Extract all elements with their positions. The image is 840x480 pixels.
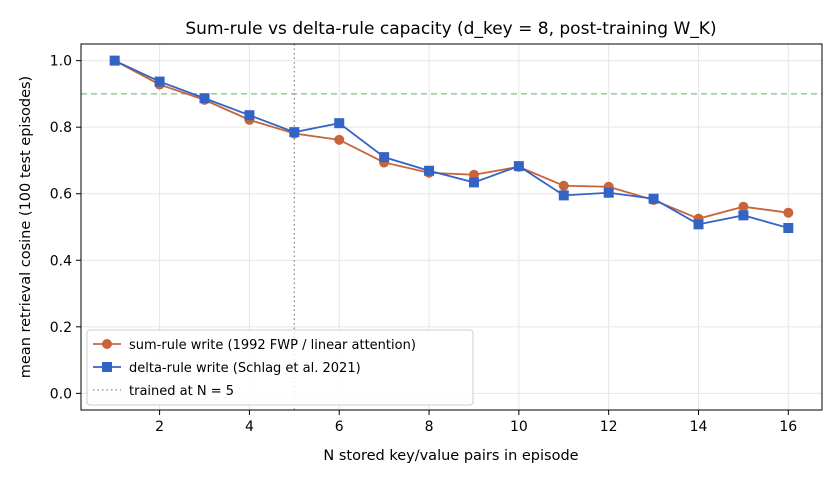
series-line xyxy=(114,59,789,229)
legend-entry: sum-rule write (1992 FWP / linear attent… xyxy=(93,338,416,353)
y-tick-label: 0.6 xyxy=(50,187,72,203)
data-point xyxy=(199,93,210,104)
series-layer xyxy=(109,55,794,233)
data-point xyxy=(738,201,749,212)
data-point xyxy=(603,187,614,198)
data-point xyxy=(289,127,300,138)
y-tick-label: 1.0 xyxy=(50,54,72,70)
data-point xyxy=(558,190,569,201)
series-line xyxy=(114,59,789,220)
data-point xyxy=(558,180,569,191)
y-axis-label: mean retrieval cosine (100 test episodes… xyxy=(18,76,34,378)
x-tick-label: 4 xyxy=(245,419,254,435)
y-tick-label: 0.8 xyxy=(50,120,72,136)
legend-entry: trained at N = 5 xyxy=(93,384,234,399)
data-point xyxy=(468,169,479,180)
legend-entry: delta-rule write (Schlag et al. 2021) xyxy=(93,361,361,376)
x-tick-label: 16 xyxy=(779,419,797,435)
data-point xyxy=(648,193,659,204)
x-tick-label: 14 xyxy=(690,419,708,435)
x-tick-label: 10 xyxy=(510,419,528,435)
chart-title: Sum-rule vs delta-rule capacity (d_key =… xyxy=(185,19,716,39)
data-point xyxy=(379,152,390,163)
data-point xyxy=(244,110,255,121)
legend-label: trained at N = 5 xyxy=(129,384,234,399)
data-point xyxy=(334,118,345,129)
x-tick-label: 6 xyxy=(335,419,344,435)
legend-label: delta-rule write (Schlag et al. 2021) xyxy=(129,361,361,376)
legend-marker xyxy=(102,362,112,372)
y-tick-label: 0.4 xyxy=(50,253,72,269)
data-point xyxy=(783,207,794,218)
x-axis-label: N stored key/value pairs in episode xyxy=(323,448,578,464)
data-point xyxy=(334,134,345,145)
data-point xyxy=(424,165,435,176)
legend: sum-rule write (1992 FWP / linear attent… xyxy=(86,329,474,406)
legend-label: sum-rule write (1992 FWP / linear attent… xyxy=(129,338,416,353)
legend-box xyxy=(86,329,474,406)
data-point xyxy=(468,177,479,188)
data-point xyxy=(738,210,749,221)
ticks: 2 4 6 8 10 12 14 16 0.0 0.2 0.4 0.6 0.8 1.0 xyxy=(50,54,798,435)
y-tick-label: 0.2 xyxy=(50,320,72,336)
y-tick-label: 0.0 xyxy=(50,386,72,402)
series-2 xyxy=(109,55,794,233)
data-point xyxy=(109,55,120,66)
x-tick-label: 2 xyxy=(155,419,164,435)
x-tick-label: 8 xyxy=(425,419,434,435)
grid xyxy=(81,44,822,410)
data-point xyxy=(513,161,524,172)
data-point xyxy=(693,219,704,230)
plot-frame xyxy=(80,43,823,411)
data-point xyxy=(154,76,165,87)
data-point xyxy=(783,222,794,233)
legend-marker xyxy=(102,339,112,349)
x-tick-label: 12 xyxy=(600,419,618,435)
